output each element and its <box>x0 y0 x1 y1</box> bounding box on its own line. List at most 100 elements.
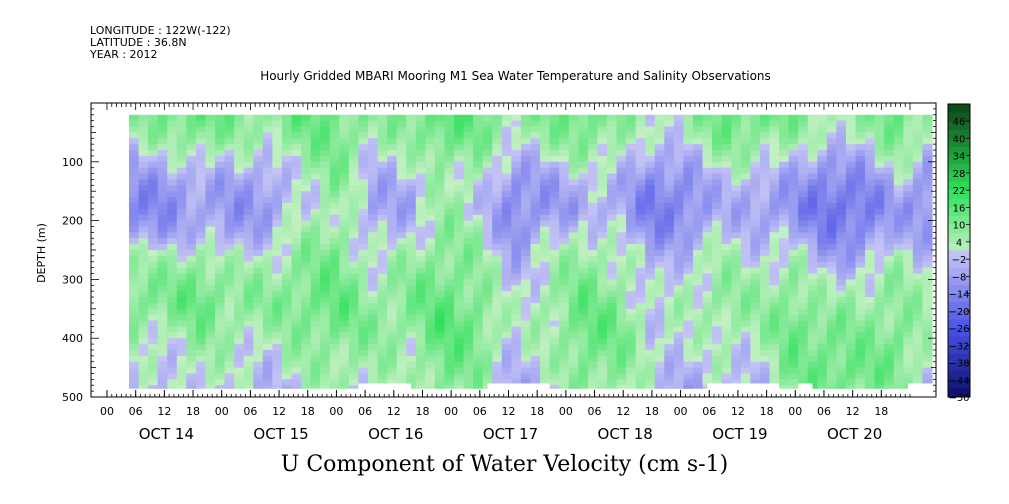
heatmap-cell <box>329 167 340 175</box>
heatmap-cell <box>865 132 876 139</box>
heatmap-cell <box>731 379 742 386</box>
heatmap-cell <box>301 161 312 169</box>
heatmap-cell <box>731 120 742 128</box>
heatmap-cell <box>664 349 675 357</box>
heatmap-cell <box>157 385 168 389</box>
heatmap-cell <box>138 173 149 181</box>
heatmap-cell <box>377 308 388 316</box>
heatmap-cell <box>205 279 216 286</box>
heatmap-cell <box>348 232 360 239</box>
heatmap-cell <box>874 150 885 157</box>
heatmap-cell <box>654 126 665 133</box>
heatmap-cell <box>434 238 446 245</box>
heatmap-cell <box>195 314 207 322</box>
heatmap-cell <box>807 150 818 157</box>
heatmap-cell <box>501 332 512 339</box>
heatmap-cell <box>406 297 417 304</box>
heatmap-cell <box>310 302 321 310</box>
heatmap-cell <box>740 155 751 163</box>
heatmap-cell <box>329 232 340 239</box>
heatmap-cell <box>922 191 933 198</box>
heatmap-cell <box>597 267 608 275</box>
heatmap-cell <box>129 132 140 139</box>
heatmap-cell <box>291 167 302 175</box>
heatmap-cell <box>339 214 350 222</box>
heatmap-cell <box>176 385 187 389</box>
heatmap-cell <box>129 355 140 363</box>
heatmap-cell <box>234 161 245 169</box>
heatmap-cell <box>482 344 493 351</box>
heatmap-cell <box>148 132 159 139</box>
heatmap-cell <box>501 144 512 151</box>
colorbar-tick-label: 28 <box>953 169 966 180</box>
heatmap-cell <box>626 385 637 389</box>
x-tick-label: 06 <box>702 405 716 418</box>
heatmap-cell <box>702 161 713 169</box>
heatmap-cell <box>148 355 159 363</box>
heatmap-cell <box>731 155 742 163</box>
heatmap-cell <box>243 308 254 316</box>
colorbar-swatch <box>948 379 970 389</box>
heatmap-cell <box>616 338 627 345</box>
heatmap-cell <box>234 273 245 280</box>
heatmap-cell <box>530 232 541 239</box>
heatmap-cell <box>148 349 159 357</box>
heatmap-cell <box>903 344 914 351</box>
heatmap-cell <box>635 232 646 239</box>
colorbar-swatch <box>948 362 970 372</box>
heatmap-cell <box>884 232 895 239</box>
heatmap-cell <box>845 161 857 169</box>
heatmap-cell <box>836 320 847 328</box>
heatmap-cell <box>721 144 732 151</box>
heatmap-cell <box>138 161 149 169</box>
heatmap-cell <box>224 179 235 186</box>
heatmap-cell <box>253 273 264 280</box>
heatmap-cell <box>616 126 627 133</box>
heatmap-cell <box>798 367 809 375</box>
heatmap-cell <box>664 285 675 292</box>
heatmap-cell <box>291 267 302 275</box>
heatmap-cell <box>540 355 551 363</box>
heatmap-cell <box>616 355 627 363</box>
heatmap-cell <box>759 126 771 133</box>
heatmap-cell <box>262 132 273 139</box>
heatmap-cell <box>157 320 168 328</box>
heatmap-cell <box>138 238 149 245</box>
heatmap-cell <box>176 285 187 292</box>
heatmap-cell <box>195 338 207 345</box>
heatmap-cell <box>626 326 637 333</box>
heatmap-cell <box>597 197 608 204</box>
heatmap-cell <box>387 179 398 186</box>
heatmap-cell <box>454 202 465 210</box>
heatmap-cell <box>195 385 207 389</box>
heatmap-cell <box>855 197 866 204</box>
heatmap-cell <box>492 279 503 286</box>
heatmap-cell <box>826 361 838 369</box>
heatmap-cell <box>148 338 159 345</box>
heatmap-cell <box>683 261 694 269</box>
heatmap-cell <box>903 338 914 345</box>
heatmap-cell <box>568 238 579 245</box>
heatmap-cell <box>884 273 895 280</box>
heatmap-cell <box>635 226 646 233</box>
heatmap-cell <box>387 132 398 139</box>
heatmap-cell <box>559 197 570 204</box>
heatmap-cell <box>444 297 455 304</box>
heatmap-cell <box>186 226 197 233</box>
heatmap-cell <box>215 291 226 298</box>
heatmap-cell <box>444 126 455 133</box>
heatmap-cell <box>826 179 838 186</box>
heatmap-cell <box>578 332 589 339</box>
heatmap-cell <box>205 285 216 292</box>
heatmap-cell <box>129 291 140 298</box>
heatmap-cell <box>779 173 790 181</box>
heatmap-cell <box>884 114 895 122</box>
heatmap-cell <box>157 138 168 145</box>
heatmap-cell <box>788 297 799 304</box>
heatmap-cell <box>205 314 216 322</box>
heatmap-cell <box>635 179 646 186</box>
heatmap-cell <box>148 167 159 175</box>
heatmap-cell <box>129 385 140 389</box>
heatmap-cell <box>836 291 847 298</box>
heatmap-cell <box>253 126 264 133</box>
